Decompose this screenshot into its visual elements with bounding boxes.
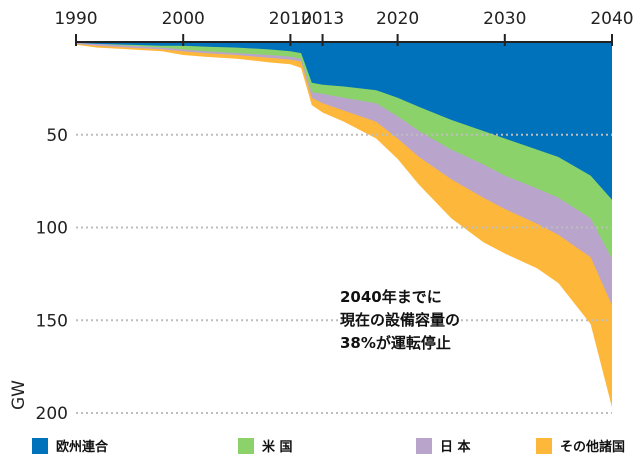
x-tick-label: 2020 — [376, 9, 419, 29]
x-tick-label: 1990 — [54, 9, 97, 29]
annotation-line: 2040年までに — [340, 288, 442, 306]
y-tick-label: 150 — [36, 311, 68, 331]
legend-item: 日 本 — [416, 436, 471, 455]
y-tick-label: 50 — [46, 126, 68, 146]
area-series-0 — [76, 42, 612, 200]
x-tick-label: 2000 — [162, 9, 205, 29]
legend-item: その他諸国 — [536, 436, 625, 455]
x-tick-label: 2030 — [483, 9, 526, 29]
annotation-line: 現在の設備容量の — [340, 311, 460, 329]
legend-swatch — [416, 437, 432, 454]
legend-label: 日 本 — [440, 440, 471, 455]
legend-item: 欧州連合 — [32, 436, 108, 455]
x-tick-label: 2040 — [590, 9, 633, 29]
legend-label: その他諸国 — [560, 440, 626, 455]
y-tick-labels: 50 100 150 200 — [36, 126, 68, 424]
x-axis — [75, 34, 613, 46]
y-tick-label: 200 — [36, 404, 68, 424]
legend-swatch — [238, 437, 254, 454]
legend-swatch — [32, 437, 48, 454]
gridlines — [76, 133, 612, 414]
area-layers — [76, 42, 612, 408]
legend-item: 米 国 — [238, 436, 293, 455]
legend-label: 米 国 — [262, 440, 293, 455]
y-tick-label: 100 — [36, 219, 68, 239]
annotation-line: 38%が運転停止 — [340, 334, 451, 352]
legend: 欧州連合 米 国 日 本 その他諸国 — [0, 436, 640, 460]
y-axis-label: GW — [9, 380, 29, 410]
legend-swatch — [536, 437, 552, 454]
legend-label: 欧州連合 — [56, 440, 109, 455]
x-tick-label: 2010 — [269, 9, 312, 29]
x-tick-label: 2013 — [301, 9, 344, 29]
